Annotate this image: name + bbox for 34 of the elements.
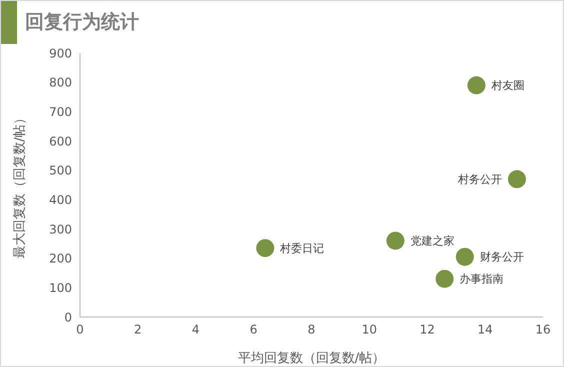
point: [456, 248, 474, 266]
chart-title: 回复行为统计: [25, 10, 139, 35]
y-tick-label: 700: [49, 104, 72, 119]
y-tick-label: 800: [49, 76, 72, 90]
y-axis-title: 最大回复数（回复数/帖）: [12, 111, 28, 259]
x-axis-title: 平均回复数（回复数/帖）: [238, 351, 386, 366]
x-tick-label: 12: [420, 322, 435, 337]
x-tick-label: 8: [308, 322, 316, 337]
x-tick-label: 10: [362, 322, 378, 337]
y-tick-label: 300: [49, 222, 72, 236]
x-tick-label: 0: [76, 322, 84, 337]
y-tick-label: 0: [64, 310, 72, 324]
x-tick-label: 2: [134, 322, 142, 337]
point: [467, 76, 486, 94]
y-tick-label: 100: [49, 280, 72, 295]
y-tick-label: 200: [49, 252, 72, 266]
series-label: 财务公开: [480, 250, 524, 264]
x-tick-label: 16: [535, 322, 551, 337]
y-tick-label: 400: [49, 192, 72, 207]
x-tick-label: 4: [192, 322, 200, 337]
series-label: 党建之家: [410, 234, 454, 248]
y-tick-label: 600: [49, 134, 72, 148]
point: [256, 239, 274, 258]
point: [436, 270, 454, 288]
y-tick-label: 900: [49, 46, 72, 60]
series-label: 村务公开: [456, 172, 502, 186]
x-tick-label: 6: [250, 322, 258, 337]
point: [508, 170, 526, 188]
series-label: 村委日记: [279, 242, 324, 255]
x-tick-label: 14: [477, 322, 493, 337]
series-label: 村友圈: [490, 79, 524, 92]
point: [386, 232, 404, 250]
y-tick-label: 500: [49, 164, 72, 178]
series-label: 办事指南: [460, 272, 504, 286]
